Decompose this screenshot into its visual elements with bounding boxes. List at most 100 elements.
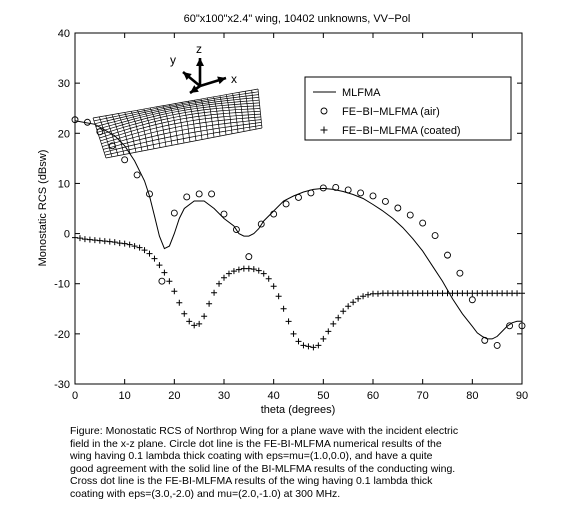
data-point-air: [369, 192, 377, 200]
data-point-air: [456, 269, 464, 277]
series-line-mlfma: [74, 120, 522, 340]
figure-caption: Figure: Monostatic RCS of Northrop Wing …: [70, 425, 540, 501]
y-tick-label: -20: [54, 329, 70, 341]
x-tick-label: 60: [367, 390, 379, 402]
x-tick-label: 10: [119, 390, 131, 402]
x-tick-label: 70: [417, 390, 429, 402]
mesh-line: [97, 102, 260, 133]
data-point-air: [493, 341, 501, 349]
caption-line: coating with eps=(3.0,-2.0) and mu=(2.0,…: [70, 487, 341, 500]
data-point-coated: [116, 240, 123, 247]
series-2: [72, 234, 525, 351]
data-point-air: [208, 190, 216, 198]
y-tick-label: -30: [54, 379, 70, 391]
data-point-coated: [225, 270, 232, 277]
data-point-coated: [355, 295, 362, 302]
legend-swatch-air: [320, 107, 328, 115]
data-point-coated: [275, 293, 282, 300]
y-tick-label: 40: [58, 28, 70, 40]
axis-ticks: 0 10 20 30 40 50 60 70 80 90 -30 -20 -10 0 10 20 30 40: [54, 28, 528, 402]
data-point-coated: [91, 237, 98, 244]
inset-axis-letter: x: [231, 72, 237, 86]
mesh-line: [105, 124, 262, 156]
data-point-air: [295, 194, 302, 201]
data-point-coated: [260, 270, 267, 277]
data-point-coated: [121, 240, 128, 247]
wing-inset-illustration: z y x: [92, 42, 263, 159]
data-point-coated: [330, 320, 337, 327]
data-point-coated: [270, 283, 277, 290]
data-point-coated: [106, 238, 113, 245]
x-axis-label: theta (degrees): [261, 404, 336, 416]
y-tick-label: -10: [54, 279, 70, 291]
mesh-line: [93, 91, 259, 122]
data-point-air: [183, 193, 191, 201]
data-point-air: [444, 251, 451, 259]
data-point-coated: [196, 320, 203, 327]
data-point-air: [406, 211, 414, 219]
mesh-line: [96, 99, 260, 130]
data-point-coated: [206, 300, 213, 307]
data-point-air: [381, 198, 389, 205]
legend-swatch-coated: [320, 126, 328, 134]
data-point-air: [158, 277, 166, 285]
data-point-air: [468, 296, 476, 304]
data-point-coated: [126, 241, 133, 248]
data-point-coated: [315, 342, 322, 349]
plot-frame: [74, 32, 523, 385]
data-point-air: [170, 209, 178, 217]
legend-label-coated: FE−BI−MLFMA (coated): [342, 125, 461, 137]
data-point-coated: [519, 290, 525, 297]
x-axis-arrow-head: [217, 76, 226, 85]
x-tick-label: 40: [268, 390, 280, 402]
legend-label-air: FE−BI−MLFMA (air): [342, 106, 440, 118]
inset-axis-letter: z: [196, 42, 202, 56]
data-point-air: [357, 189, 365, 197]
mesh-line: [95, 97, 259, 127]
data-point-coated: [146, 250, 153, 257]
data-point-air: [506, 322, 514, 330]
mesh-line: [213, 96, 221, 137]
x-tick-label: 90: [516, 390, 528, 402]
x-tick-label: 30: [218, 390, 230, 402]
wing-surface-mesh: [92, 88, 263, 159]
data-point-air: [319, 184, 327, 192]
x-tick-label: 0: [72, 390, 78, 402]
data-point-coated: [161, 269, 168, 276]
x-tick-label: 80: [466, 390, 478, 402]
caption-line: Figure: Monostatic RCS of Northrop Wing …: [70, 425, 459, 437]
z-axis-arrow-head: [196, 58, 204, 66]
data-point-air: [133, 171, 141, 179]
x-tick-label: 20: [168, 390, 180, 402]
data-point-coated: [305, 343, 312, 350]
mesh-line: [100, 110, 261, 142]
data-point-air: [307, 189, 315, 197]
data-point-air: [220, 210, 228, 218]
data-point-air: [83, 118, 91, 126]
data-point-coated: [345, 303, 352, 310]
data-point-air: [108, 142, 116, 150]
data-point-air: [71, 116, 79, 124]
data-marks: [71, 116, 526, 351]
data-point-coated: [76, 235, 83, 242]
y-tick-label: 30: [58, 78, 70, 90]
data-point-coated: [335, 314, 342, 321]
data-point-air: [96, 128, 104, 136]
mesh-line: [98, 105, 260, 136]
data-point-coated: [374, 290, 381, 297]
data-point-coated: [81, 236, 88, 243]
data-point-coated: [255, 267, 262, 274]
data-point-air: [481, 336, 489, 344]
y-axis-label: Monostatic RCS (dBsw): [37, 150, 49, 267]
data-point-coated: [245, 265, 252, 272]
data-point-coated: [181, 310, 188, 317]
caption-line: wing having 0.1 lambda thick coating wit…: [70, 450, 433, 463]
data-point-air: [419, 219, 427, 227]
data-point-coated: [285, 318, 292, 325]
data-point-air: [121, 156, 129, 164]
data-point-coated: [211, 289, 218, 296]
legend-label-mlfma: MLFMA: [342, 87, 381, 99]
data-point-coated: [280, 305, 287, 312]
data-point-air: [332, 183, 340, 191]
caption-line: good agreement with the solid line of th…: [70, 462, 456, 475]
